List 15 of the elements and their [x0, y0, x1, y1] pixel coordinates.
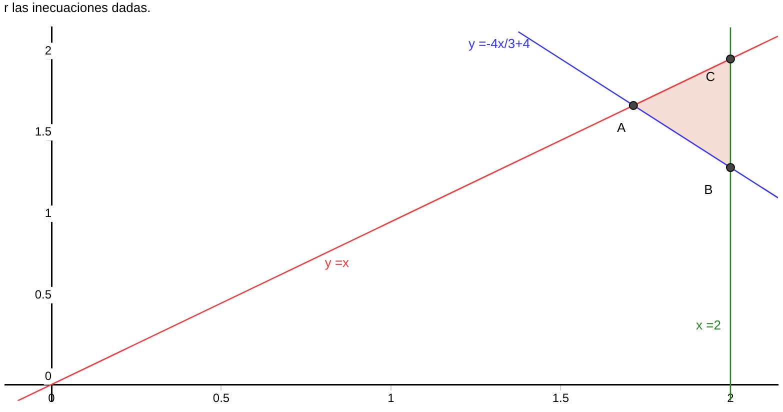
data-label: A [617, 120, 626, 134]
data-label: B [704, 182, 713, 197]
y-tick-label: 1 [44, 206, 52, 220]
y-tick-label: 2 [44, 43, 52, 58]
x-tick-label: 1 [388, 391, 395, 406]
x-tick-label: 1.5 [552, 391, 570, 406]
series-label: y =x [324, 255, 350, 270]
series-label: y =-4x/3+4 [468, 36, 530, 51]
series-label: x =2 [696, 318, 721, 333]
x-tick-label: 0.5 [212, 391, 230, 406]
data-label: C [706, 68, 716, 84]
text: r las inecuaciones dadas. [3, 0, 152, 16]
y-tick-label: 1.5 [34, 124, 52, 139]
y-tick-label: 0 [44, 368, 52, 383]
y-tick-label: 0.5 [34, 287, 52, 302]
